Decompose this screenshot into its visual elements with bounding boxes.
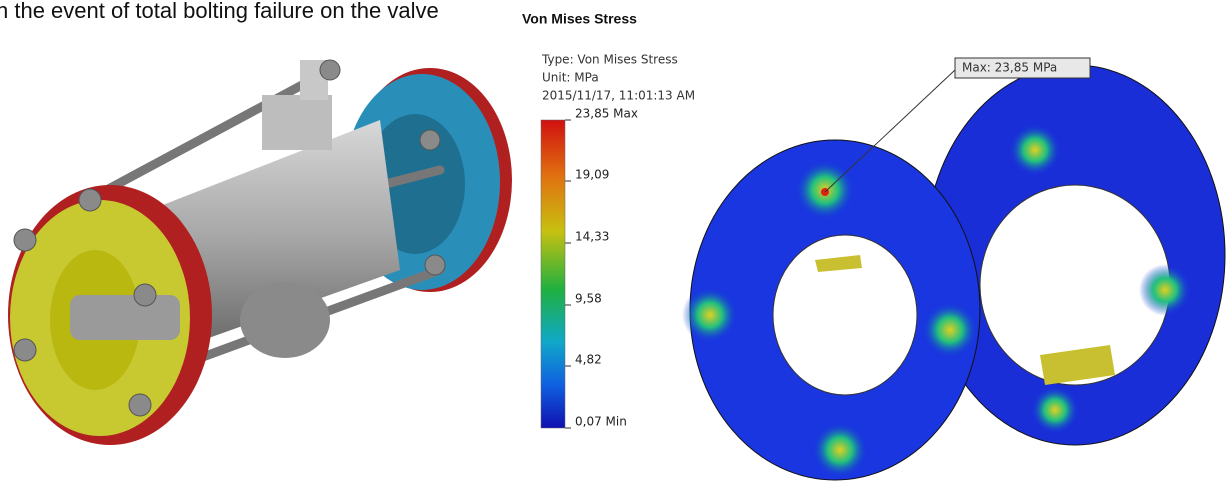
legend-label: 23,85 Max [575,107,638,121]
panel-title: Von Mises Stress [522,11,637,27]
result-date: 2015/11/17, 11:01:13 AM [542,89,695,103]
result-type: Type: Von Mises Stress [541,53,678,67]
annotation: Max: 23,85 MPa [962,61,1057,75]
legend-label: 4,82 [575,353,602,367]
legend-label: 14,33 [575,230,609,244]
legend-label: 9,58 [575,292,602,306]
figure: n the event of total bolting failure on … [0,0,1230,488]
caption: n the event of total bolting failure on … [0,0,439,23]
legend-label: 19,09 [575,168,609,182]
legend-label: 0,07 Min [575,415,627,429]
color-bar [541,120,565,428]
valve-assembly-render [8,60,512,445]
result-unit: Unit: MPa [542,71,599,85]
stress-render [682,65,1225,480]
color-bar-ticks [565,120,571,428]
